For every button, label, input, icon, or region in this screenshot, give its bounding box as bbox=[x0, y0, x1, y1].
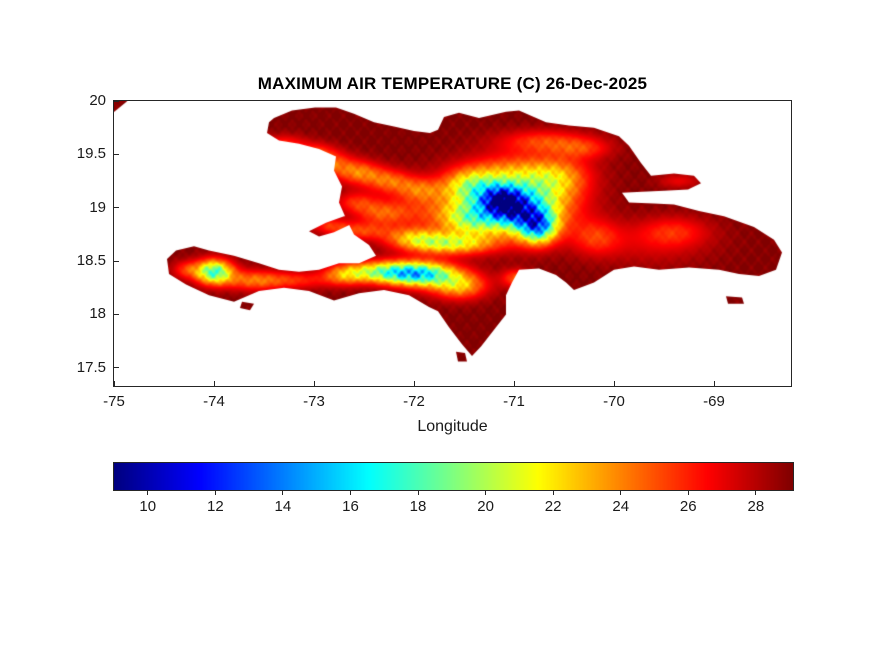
colorbar-tick-label: 16 bbox=[342, 498, 359, 515]
colorbar bbox=[113, 462, 794, 491]
colorbar-tick-label: 28 bbox=[747, 498, 765, 515]
y-tick-label: 19.5 bbox=[76, 145, 106, 163]
y-tick-mark bbox=[114, 100, 119, 102]
colorbar-tick-mark bbox=[687, 491, 689, 495]
x-tick-label: -73 bbox=[303, 393, 325, 410]
x-tick-mark bbox=[113, 381, 115, 386]
colorbar-tick-mark bbox=[417, 491, 419, 495]
x-tick-mark bbox=[413, 381, 415, 386]
y-tick-mark bbox=[114, 367, 119, 369]
x-tick-label: -75 bbox=[103, 393, 125, 410]
colorbar-tick-label: 18 bbox=[409, 498, 427, 515]
colorbar-tick-label: 14 bbox=[274, 498, 292, 515]
y-tick-label: 18 bbox=[89, 305, 106, 323]
x-tick-mark bbox=[613, 381, 615, 386]
colorbar-tick-mark bbox=[620, 491, 622, 495]
colorbar-tick-mark bbox=[552, 491, 554, 495]
y-tick-label: 19 bbox=[89, 198, 106, 216]
colorbar-tick-label: 20 bbox=[477, 498, 494, 515]
y-tick-mark bbox=[114, 313, 119, 315]
colorbar-tick-mark bbox=[349, 491, 351, 495]
colorbar-tick-mark bbox=[214, 491, 216, 495]
y-tick-mark bbox=[114, 207, 119, 209]
colorbar-canvas bbox=[114, 463, 793, 490]
y-tick-label: 20 bbox=[89, 92, 106, 109]
x-tick-mark bbox=[713, 381, 715, 386]
x-tick-mark bbox=[213, 381, 215, 386]
temperature-map-canvas bbox=[114, 101, 791, 386]
x-tick-label: -71 bbox=[503, 393, 525, 410]
x-tick-label: -74 bbox=[203, 393, 225, 410]
colorbar-tick-mark bbox=[485, 491, 487, 495]
chart-title: MAXIMUM AIR TEMPERATURE (C) 26-Dec-2025 bbox=[257, 74, 648, 93]
colorbar-tick-mark bbox=[755, 491, 757, 495]
x-tick-label: -70 bbox=[603, 393, 625, 410]
colorbar-tick-label: 22 bbox=[544, 498, 562, 515]
colorbar-tick-mark bbox=[147, 491, 149, 495]
colorbar-tick-mark bbox=[282, 491, 284, 495]
colorbar-tick-label: 24 bbox=[612, 498, 630, 515]
y-tick-label: 18.5 bbox=[76, 252, 106, 270]
x-tick-mark bbox=[513, 381, 515, 386]
x-axis-label: Longitude bbox=[417, 418, 488, 435]
x-tick-label: -69 bbox=[703, 393, 725, 410]
y-tick-mark bbox=[114, 153, 119, 155]
colorbar-tick-label: 12 bbox=[206, 498, 224, 515]
y-tick-mark bbox=[114, 260, 119, 262]
x-tick-mark bbox=[313, 381, 315, 386]
plot-area bbox=[113, 100, 792, 387]
y-tick-label: 17.5 bbox=[76, 358, 106, 376]
colorbar-tick-label: 10 bbox=[139, 498, 157, 515]
colorbar-tick-label: 26 bbox=[679, 498, 697, 515]
x-tick-label: -72 bbox=[403, 393, 425, 410]
